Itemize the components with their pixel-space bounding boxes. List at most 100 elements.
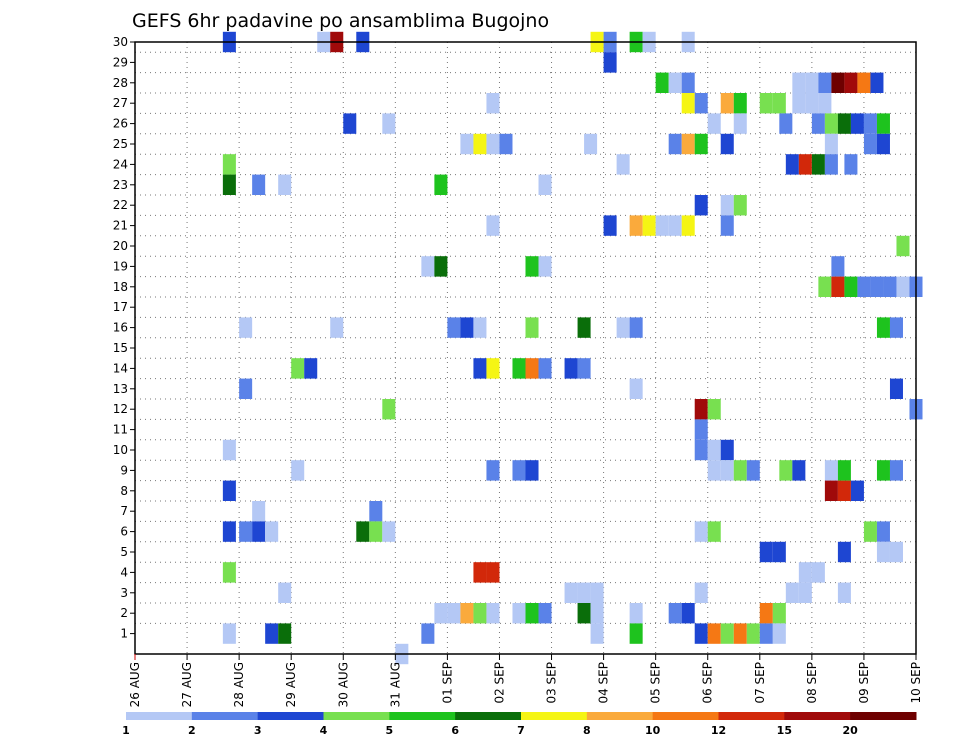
x-tick-label: 10 SEP [909,662,923,704]
precip-cell [434,174,448,195]
precip-cell [876,317,890,338]
precip-cell [824,460,838,481]
precip-cell [733,113,747,134]
precip-cell [694,439,708,461]
precip-cell [525,256,539,277]
precip-cell [564,358,578,379]
precip-cell [525,460,539,481]
y-tick-label: 29 [113,55,128,69]
y-tick-label: 20 [113,239,128,253]
precip-cell [512,358,526,379]
colorbar-swatch [323,712,390,720]
precip-cell [876,460,890,481]
precip-cell [239,317,253,338]
precip-cell [265,521,279,542]
precip-cell [330,317,344,338]
precip-cell [707,623,721,644]
precip-cell [486,215,500,236]
precip-cell [222,439,236,461]
precip-cell [278,174,292,195]
precip-cell [434,603,448,624]
precip-cell [681,72,695,93]
y-tick-label: 10 [113,443,128,457]
precip-cell [525,603,539,624]
precip-cell [837,460,851,481]
precip-cell [629,378,643,399]
precip-cell [473,358,487,379]
precip-cell [759,541,773,563]
precip-cell [837,541,851,563]
x-tick-label: 07 SEP [753,662,767,704]
precip-cell [222,623,236,644]
precip-cell [421,256,435,277]
precip-cell [889,460,903,481]
precip-cell [564,582,578,603]
precip-cell [369,501,383,522]
precip-cell [629,603,643,624]
x-tick-labels: 26 AUG 27 AUG 28 AUG 29 AUG 30 AUG 31 AUG 01 S… [128,654,923,707]
precip-cell [772,603,786,624]
precip-cell [584,133,598,155]
precip-cell [759,93,773,114]
precip-cell [668,133,682,155]
y-tick-label: 22 [113,198,128,212]
precip-cell [694,195,708,216]
precip-cell [538,256,552,277]
x-tick-label: 02 SEP [492,662,506,704]
y-tick-label: 24 [113,157,128,171]
precip-cell [538,358,552,379]
x-tick-label: 09 SEP [857,662,871,704]
precip-cell [805,72,819,93]
precip-cell [694,133,708,155]
colorbar-label: 7 [517,724,525,737]
precip-cell [694,521,708,542]
colorbar-label: 5 [386,724,394,737]
precip-cell [772,93,786,114]
precip-cell [486,133,500,155]
colorbar-swatch [389,712,456,720]
precip-cell [222,480,236,501]
precip-cell [811,562,825,583]
precip-cell [746,460,760,481]
precip-cell [889,317,903,338]
precip-cell [304,358,318,379]
precip-cell [239,378,253,399]
precip-cell [876,113,890,134]
y-tick-label: 21 [113,219,128,233]
precip-cell [668,215,682,236]
precip-cell [707,460,721,481]
precip-cell [720,93,734,114]
precip-cell [265,623,279,644]
x-tick-label: 30 AUG [336,662,350,707]
precip-cell [538,603,552,624]
y-tick-label: 12 [113,402,128,416]
y-tick-label: 2 [120,606,128,620]
precip-cell [896,235,910,257]
x-tick-label: 28 AUG [232,662,246,707]
precip-cell [811,154,825,175]
colorbar-label: 2 [188,724,196,737]
y-tick-label: 15 [113,341,128,355]
precip-cell [694,419,708,440]
precip-cell [499,133,513,155]
precip-cell [577,603,591,624]
precip-cell [850,113,864,134]
precip-cell [460,603,474,624]
precip-cell [421,623,435,644]
x-tick-label: 26 AUG [128,662,142,707]
precip-cell [837,582,851,603]
precip-cell [603,52,617,73]
colorbar-swatch [455,712,522,720]
precip-cell [222,154,236,175]
colorbar-label: 12 [711,724,726,737]
precip-cell [616,317,630,338]
colorbar-label: 20 [843,724,859,737]
precip-cell [642,215,656,236]
y-tick-label: 5 [120,545,128,559]
precip-cell [239,521,253,542]
precip-cell [629,623,643,644]
precip-cell [681,133,695,155]
x-tick-label: 05 SEP [649,662,663,704]
precip-cell [222,521,236,542]
